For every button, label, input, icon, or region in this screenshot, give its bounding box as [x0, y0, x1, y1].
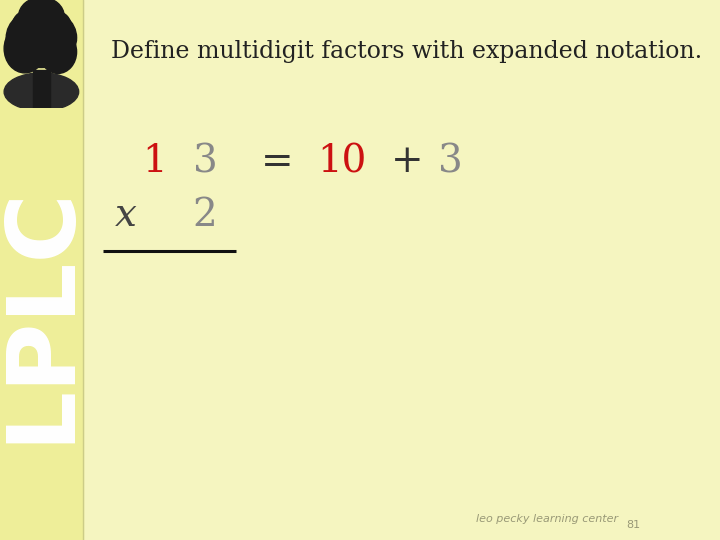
Text: 3: 3	[193, 144, 217, 180]
Ellipse shape	[4, 24, 45, 73]
Text: 10: 10	[318, 144, 366, 180]
Text: =: =	[261, 144, 294, 180]
Ellipse shape	[40, 30, 76, 73]
Text: x: x	[115, 198, 137, 234]
Text: 3: 3	[438, 144, 462, 180]
Bar	[33, 70, 50, 108]
Text: 1: 1	[143, 144, 167, 180]
Text: leo pecky learning center: leo pecky learning center	[476, 515, 618, 524]
Ellipse shape	[4, 73, 78, 111]
Ellipse shape	[19, 0, 64, 35]
Text: LPLC: LPLC	[0, 184, 87, 443]
Text: 81: 81	[626, 520, 641, 530]
Ellipse shape	[45, 12, 71, 42]
Ellipse shape	[12, 11, 41, 43]
Bar	[0, 0, 83, 540]
Text: 2: 2	[193, 198, 217, 234]
Text: +: +	[390, 144, 423, 180]
Ellipse shape	[6, 8, 76, 68]
Text: Define multidigit factors with expanded notation.: Define multidigit factors with expanded …	[111, 40, 703, 63]
